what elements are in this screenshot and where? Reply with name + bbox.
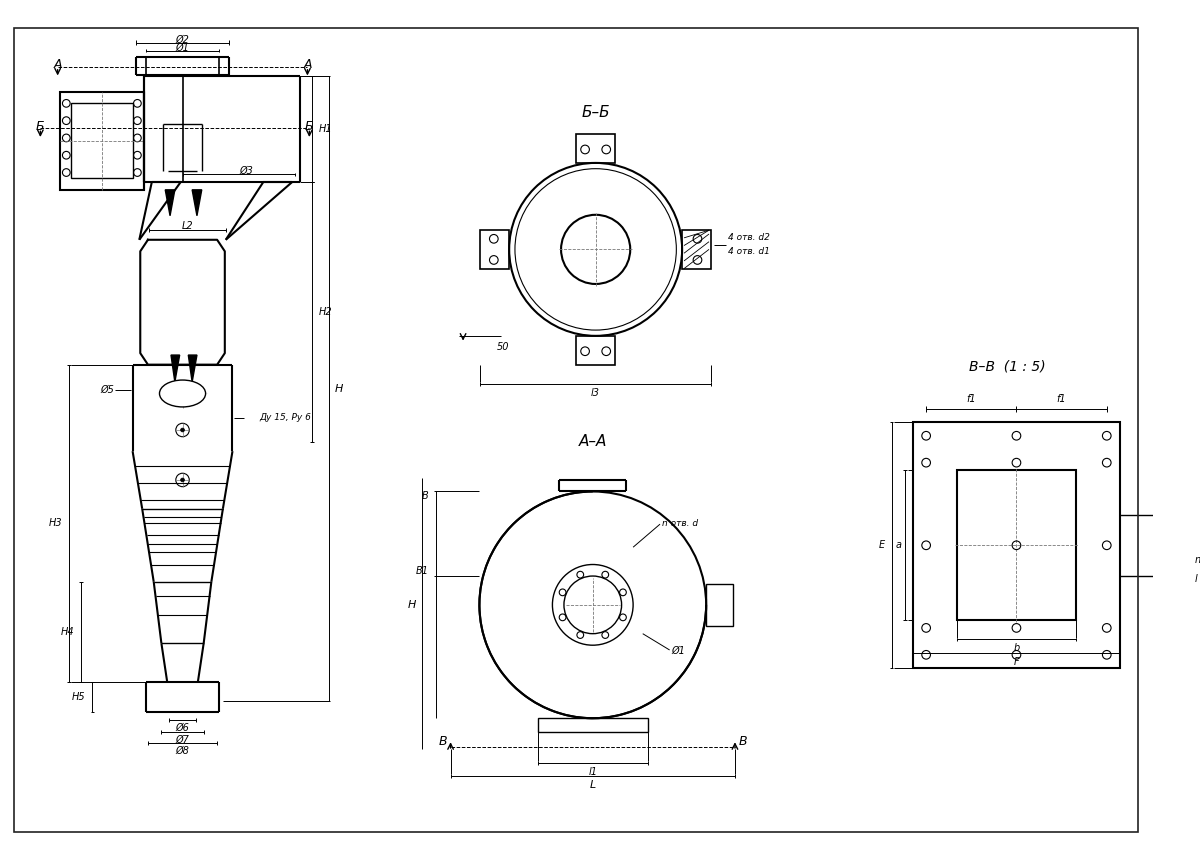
Text: H1: H1 (319, 125, 332, 134)
Text: Ду 15, Ру 6: Ду 15, Ру 6 (259, 413, 311, 422)
Text: 4 отв. d1: 4 отв. d1 (728, 247, 770, 255)
Text: В: В (738, 734, 746, 748)
Polygon shape (166, 190, 175, 216)
Polygon shape (192, 190, 202, 216)
Text: b: b (1013, 643, 1020, 654)
Bar (576, 134, 614, 163)
Text: Ø2: Ø2 (175, 35, 190, 45)
Bar (913, 422, 1121, 668)
Text: H4: H4 (60, 627, 74, 636)
Text: В: В (438, 734, 448, 748)
Ellipse shape (160, 380, 205, 407)
Text: n2t: n2t (1195, 555, 1200, 565)
Bar (706, 584, 733, 626)
Text: L: L (589, 780, 596, 789)
Text: Ø7: Ø7 (175, 734, 190, 745)
Circle shape (181, 478, 185, 482)
Text: l: l (1195, 574, 1198, 584)
Text: Ø5: Ø5 (101, 384, 114, 395)
Text: Б–Б: Б–Б (581, 106, 610, 120)
Polygon shape (188, 355, 197, 382)
Bar (956, 470, 1076, 620)
Text: А: А (53, 58, 62, 71)
Text: B1: B1 (415, 566, 428, 576)
Circle shape (181, 428, 185, 432)
Bar (538, 718, 648, 732)
Text: Ø1: Ø1 (175, 43, 190, 52)
Text: H: H (408, 600, 416, 610)
Text: Б: Б (305, 120, 313, 133)
Text: E: E (878, 540, 884, 550)
Text: Б: Б (36, 120, 44, 133)
Text: H2: H2 (319, 307, 332, 316)
Text: В–В  (1 : 5): В–В (1 : 5) (968, 359, 1045, 373)
Text: l3: l3 (592, 388, 600, 397)
Bar (60, 92, 144, 190)
Text: H5: H5 (72, 692, 85, 702)
Polygon shape (172, 355, 180, 382)
Text: f1: f1 (1057, 394, 1067, 404)
Text: 4 отв. d2: 4 отв. d2 (728, 233, 770, 243)
Text: Ø1: Ø1 (672, 646, 685, 656)
Text: Ø3: Ø3 (239, 166, 253, 175)
Bar (576, 336, 614, 365)
Bar (480, 230, 509, 268)
Text: a: a (895, 540, 901, 550)
Text: А: А (304, 58, 312, 71)
Text: B: B (421, 491, 428, 501)
Text: H3: H3 (49, 519, 62, 528)
Text: Ø8: Ø8 (175, 746, 190, 756)
Text: L2: L2 (181, 221, 193, 231)
Text: Ø6: Ø6 (175, 723, 190, 733)
Text: F: F (1014, 657, 1019, 666)
Text: H: H (335, 384, 343, 394)
Bar (682, 230, 710, 268)
Text: l1: l1 (588, 767, 598, 777)
Text: f1: f1 (966, 394, 976, 404)
Text: А–А: А–А (578, 434, 607, 449)
Text: 50: 50 (497, 342, 510, 353)
Text: n отв. d: n отв. d (662, 519, 698, 528)
Bar (71, 103, 132, 178)
